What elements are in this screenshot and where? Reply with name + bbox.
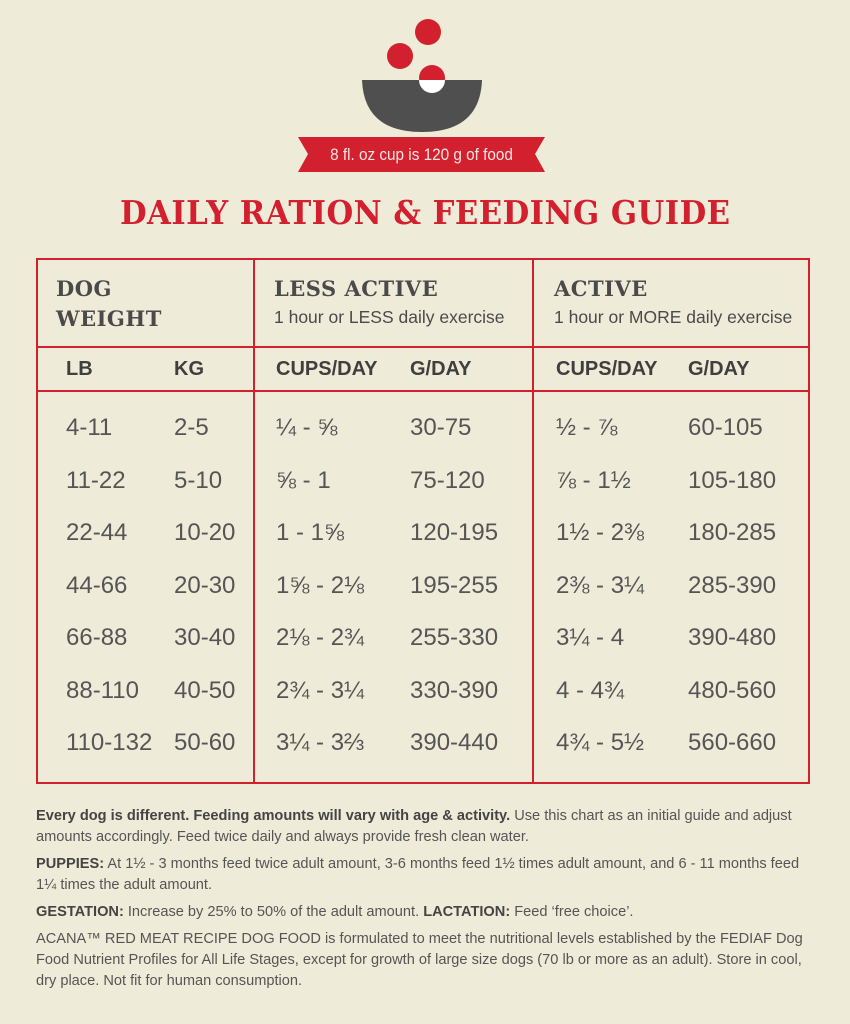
table-cell: ⅝ - 1	[276, 466, 331, 494]
table-cell: 180-285	[688, 519, 777, 546]
column-divider	[532, 260, 534, 782]
table-cell: 88-110	[66, 676, 139, 704]
table-cell: 255-330	[410, 624, 499, 651]
bowl-with-food-icon	[298, 19, 545, 172]
group-title: LESS ACTIVE	[274, 276, 439, 301]
table-cell: 330-390	[410, 676, 499, 704]
table-cell: ⅞ - 1½	[556, 466, 631, 494]
table-cell: ¼ - ⅝	[276, 414, 338, 441]
column-divider	[253, 260, 255, 782]
table-cell: 2⅜ - 3¼	[556, 571, 645, 599]
group-header-active: ACTIVE 1 hour or MORE daily exercise	[554, 274, 792, 330]
page-title: DAILY RATION & FEEDING GUIDE	[119, 193, 731, 232]
group-title: ACTIVE	[554, 276, 648, 301]
table-cell: 390-480	[688, 624, 777, 651]
table-cell: 1 - 1⅝	[276, 519, 345, 546]
table-cell: 11-22	[66, 466, 126, 494]
table-cell: 195-255	[410, 571, 499, 599]
table-cell: 3¼ - 4	[556, 624, 625, 651]
column-header: KG	[174, 358, 204, 380]
group-header-less-active: LESS ACTIVE 1 hour or LESS daily exercis…	[274, 274, 505, 330]
note-bold: PUPPIES:	[36, 856, 105, 872]
note-general: Every dog is different. Feeding amounts …	[36, 806, 811, 848]
column-header: LB	[66, 358, 93, 380]
note-bold: GESTATION:	[36, 904, 124, 920]
column-header: CUPS/DAY	[556, 358, 658, 380]
table-cell: 105-180	[688, 466, 777, 494]
note-product: ACANA™ RED MEAT RECIPE DOG FOOD is formu…	[36, 929, 811, 992]
table-cell: 1½ - 2⅜	[556, 519, 645, 546]
note-bold: LACTATION:	[423, 904, 511, 920]
table-cell: 480-560	[688, 676, 777, 704]
table-cell: 560-660	[688, 729, 777, 756]
table-cell: 285-390	[688, 571, 777, 599]
table-cell: 5-10	[174, 466, 223, 494]
table-cell: 20-30	[174, 571, 236, 599]
table-cell: 4¾ - 5½	[556, 729, 645, 756]
note-text: At 1½ - 3 months feed twice adult amount…	[36, 856, 800, 893]
column-header: G/DAY	[688, 358, 750, 380]
table-cell: 2⅛ - 2¾	[276, 624, 365, 651]
note-bold: Every dog is different. Feeding amounts …	[36, 808, 511, 824]
group-subtitle: 1 hour or LESS daily exercise	[274, 307, 505, 327]
table-cell: 30-40	[174, 624, 236, 651]
table-cell: 2-5	[174, 414, 209, 441]
group-title: WEIGHT	[56, 306, 162, 331]
table-cell: 44-66	[66, 571, 128, 599]
table-cell: 75-120	[410, 466, 485, 494]
group-header-dog-weight: DOG WEIGHT	[56, 274, 162, 334]
note-text: Feed ‘free choice’.	[510, 904, 634, 920]
table-cell: 22-44	[66, 519, 128, 546]
cup-size-banner: 8 fl. oz cup is 120 g of food	[330, 145, 513, 164]
note-text: Increase by 25% to 50% of the adult amou…	[123, 904, 424, 920]
table-cell: ½ - ⅞	[556, 414, 618, 441]
note-text: ACANA™ RED MEAT RECIPE DOG FOOD is formu…	[36, 931, 803, 989]
group-title: DOG	[56, 276, 112, 301]
column-header: CUPS/DAY	[276, 358, 378, 380]
note-text: Use this chart as an initial guide and a…	[36, 808, 792, 845]
table-cell: 4 - 4¾	[556, 676, 625, 704]
column-header: G/DAY	[410, 358, 472, 380]
note-puppies: PUPPIES: At 1½ - 3 months feed twice adu…	[36, 854, 811, 896]
row-divider	[38, 390, 808, 392]
table-cell: 40-50	[174, 676, 236, 704]
table-cell: 120-195	[410, 519, 499, 546]
table-cell: 50-60	[174, 729, 236, 756]
table-cell: 60-105	[688, 414, 763, 441]
table-cell: 1⅝ - 2⅛	[276, 571, 365, 599]
note-gestation: GESTATION: Increase by 25% to 50% of the…	[36, 902, 811, 923]
table-cell: 30-75	[410, 414, 472, 441]
feeding-table: DOG WEIGHT LESS ACTIVE 1 hour or LESS da…	[36, 258, 810, 784]
table-cell: 10-20	[174, 519, 236, 546]
row-divider	[38, 346, 808, 348]
table-cell: 3¼ - 3⅔	[276, 729, 365, 756]
table-cell: 110-132	[66, 729, 153, 756]
table-cell: 390-440	[410, 729, 499, 756]
table-cell: 4-11	[66, 414, 113, 441]
table-cell: 66-88	[66, 624, 128, 651]
feeding-notes: Every dog is different. Feeding amounts …	[36, 806, 811, 998]
table-cell: 2¾ - 3¼	[276, 676, 365, 704]
group-subtitle: 1 hour or MORE daily exercise	[554, 307, 793, 327]
